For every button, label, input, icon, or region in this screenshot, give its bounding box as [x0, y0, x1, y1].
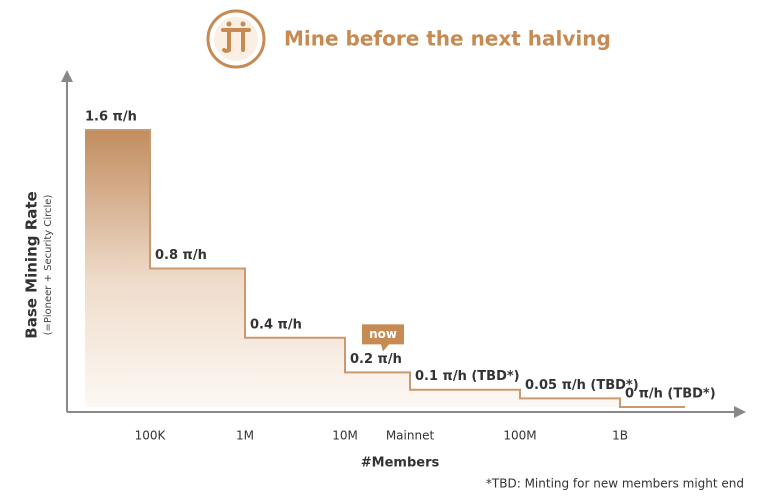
x-tick-label: 100M: [503, 429, 536, 443]
value-label: 1.6 π/h: [85, 110, 137, 125]
y-axis-sublabel: (=Pioneer + Security Circle): [43, 195, 54, 336]
footnote: *TBD: Minting for new members might end: [486, 477, 744, 491]
value-label: 0 π/h (TBD*): [625, 387, 716, 402]
value-label: 0.1 π/h (TBD*): [415, 369, 520, 384]
callout-text: now: [369, 327, 397, 341]
logo: [206, 9, 266, 69]
chart-title: Mine before the next halving: [284, 27, 611, 51]
value-label: 0.2 π/h: [350, 352, 402, 367]
x-tick-label: 10M: [332, 429, 358, 443]
x-tick-label: 1M: [236, 429, 254, 443]
y-axis-label: Base Mining Rate: [23, 191, 41, 338]
value-label: 0.4 π/h: [250, 317, 302, 332]
now-callout: now: [362, 324, 404, 352]
x-tick-label: Mainnet: [386, 429, 435, 443]
step-area: [150, 268, 245, 407]
step-line: [85, 129, 685, 408]
step-area: [85, 130, 150, 407]
axes: [61, 70, 746, 418]
callout-bubble: [362, 324, 404, 352]
step-area: [410, 389, 520, 407]
x-tick-label: 100K: [135, 429, 167, 443]
value-label: 0.05 π/h (TBD*): [525, 378, 639, 393]
step-area: [345, 372, 410, 407]
step-area: [245, 337, 345, 407]
value-label: 0.8 π/h: [155, 248, 207, 263]
step-area: [520, 398, 620, 407]
x-axis-label: #Members: [361, 456, 440, 471]
x-tick-label: 1B: [612, 429, 628, 443]
